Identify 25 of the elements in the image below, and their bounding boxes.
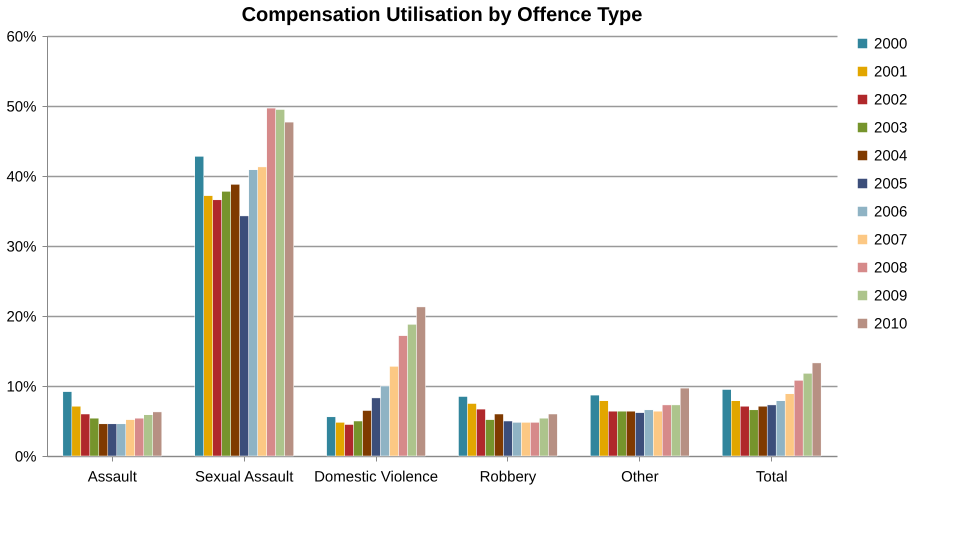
- y-tick-label: 0%: [14, 448, 36, 466]
- y-tick-label: 10%: [6, 378, 36, 396]
- y-tick-label: 20%: [6, 308, 36, 326]
- x-tick-label: Total: [756, 468, 788, 486]
- x-tick-label: Sexual Assault: [194, 468, 294, 486]
- x-tick-label: Assault: [88, 468, 138, 486]
- y-tick-label: 60%: [6, 28, 36, 46]
- x-tick-label: Domestic Violence: [314, 468, 438, 486]
- legend-label: 2009: [874, 288, 908, 304]
- legend-label: 2010: [874, 316, 908, 332]
- legend-label: 2005: [874, 176, 908, 192]
- legend-label: 2002: [874, 92, 908, 108]
- legend-label: 2000: [874, 36, 908, 52]
- y-tick-label: 50%: [6, 98, 36, 116]
- chart-title: Compensation Utilisation by Offence Type: [242, 4, 642, 26]
- legend-label: 2006: [874, 204, 908, 220]
- legend-label: 2004: [874, 148, 908, 164]
- x-tick-label: Other: [621, 468, 659, 486]
- x-tick-label: Robbery: [480, 468, 537, 486]
- legend-label: 2008: [874, 260, 908, 276]
- y-tick-label: 30%: [6, 238, 36, 256]
- legend-label: 2001: [874, 64, 908, 80]
- legend-label: 2007: [874, 232, 908, 248]
- y-tick-label: 40%: [6, 168, 36, 186]
- legend-label: 2003: [874, 120, 908, 136]
